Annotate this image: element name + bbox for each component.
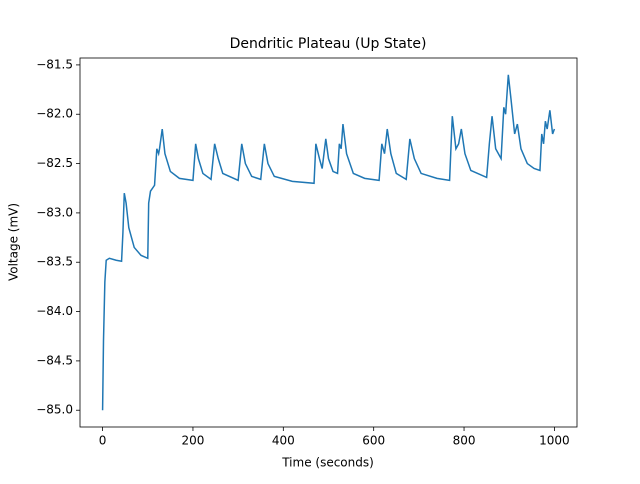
x-tick-label: 200 (182, 434, 205, 448)
y-axis-label: Voltage (mV) (7, 203, 21, 281)
chart-title: Dendritic Plateau (Up State) (230, 36, 427, 52)
plot-frame (79, 57, 578, 428)
x-tick-label: 600 (362, 434, 385, 448)
y-tick-label: −82.0 (36, 107, 73, 121)
data-line (101, 74, 556, 411)
x-axis-label: Time (seconds) (281, 456, 374, 470)
x-tick-label: 400 (272, 434, 295, 448)
y-tick-label: −85.0 (36, 403, 73, 417)
y-tick-label: −83.5 (36, 255, 73, 269)
y-tick-label: −83.0 (36, 205, 73, 219)
x-tick-label: 800 (453, 434, 476, 448)
y-tick-label: −84.0 (36, 304, 73, 318)
y-tick-label: −82.5 (36, 156, 73, 170)
x-tick-label: 1000 (539, 434, 570, 448)
y-tick-label: −81.5 (36, 57, 73, 71)
x-tick-label: 0 (99, 434, 107, 448)
y-tick-label: −84.5 (36, 353, 73, 367)
